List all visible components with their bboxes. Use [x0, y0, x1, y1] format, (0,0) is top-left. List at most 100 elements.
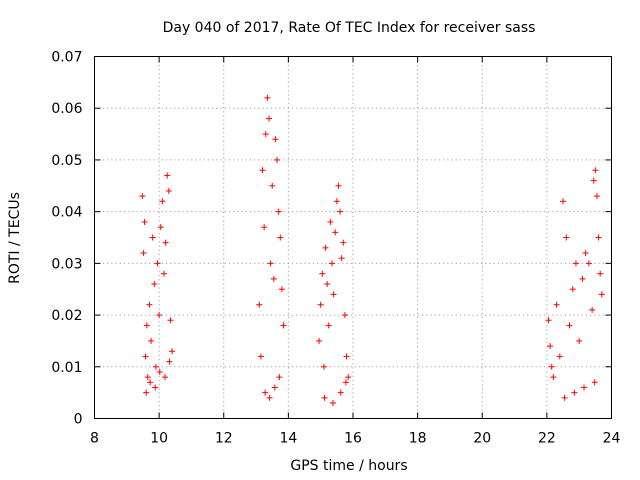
y-tick-label: 0.05	[51, 153, 82, 169]
x-tick-label: 16	[344, 431, 362, 447]
data-point	[571, 389, 578, 396]
data-point	[333, 198, 340, 205]
data-point	[553, 301, 560, 308]
data-point	[595, 234, 602, 241]
data-point	[550, 374, 557, 381]
data-point	[598, 291, 605, 298]
y-tick-label: 0.02	[51, 308, 82, 324]
y-tick-label: 0.04	[51, 205, 82, 221]
data-point	[166, 358, 173, 365]
data-point	[152, 363, 159, 370]
data-point	[345, 374, 352, 381]
data-point	[262, 389, 269, 396]
x-tick-label: 14	[279, 431, 297, 447]
data-point	[275, 208, 282, 215]
x-tick-label: 20	[473, 431, 491, 447]
data-point	[328, 260, 335, 267]
data-point	[157, 224, 164, 231]
y-tick-label: 0.01	[51, 360, 82, 376]
data-point	[271, 384, 278, 391]
data-point	[149, 234, 156, 241]
data-point	[269, 182, 276, 189]
data-point	[152, 384, 159, 391]
data-point	[576, 337, 583, 344]
x-tick-label: 24	[603, 431, 621, 447]
x-tick-label: 22	[538, 431, 556, 447]
grid-lines	[94, 56, 612, 419]
data-point	[569, 286, 576, 293]
data-point	[160, 270, 167, 277]
data-point	[265, 115, 272, 122]
data-point	[332, 229, 339, 236]
data-point	[143, 389, 150, 396]
data-point	[270, 275, 277, 282]
data-point	[151, 281, 158, 288]
data-point	[141, 218, 148, 225]
y-axis-label: ROTI / TECUs	[7, 192, 23, 284]
data-point	[165, 187, 172, 194]
data-point	[572, 260, 579, 267]
data-point	[340, 239, 347, 246]
data-point	[262, 131, 269, 138]
data-point	[140, 250, 147, 257]
data-point	[566, 322, 573, 329]
data-point	[142, 353, 149, 360]
data-point	[276, 374, 283, 381]
data-point	[267, 260, 274, 267]
data-point	[147, 379, 154, 386]
data-point	[589, 306, 596, 313]
y-tick-label: 0.06	[51, 101, 82, 117]
data-point	[264, 94, 271, 101]
data-point	[278, 286, 285, 293]
data-point	[585, 260, 592, 267]
data-point	[581, 384, 588, 391]
data-point	[593, 193, 600, 200]
data-point	[327, 218, 334, 225]
data-point	[169, 348, 176, 355]
data-point	[148, 337, 155, 344]
data-point	[582, 250, 589, 257]
data-point	[144, 374, 151, 381]
x-axis-label: GPS time / hours	[290, 458, 407, 474]
data-point	[161, 374, 168, 381]
data-point	[159, 198, 166, 205]
data-point	[545, 317, 552, 324]
data-point	[592, 167, 599, 174]
data-point	[337, 389, 344, 396]
data-point	[272, 136, 279, 143]
data-point	[579, 275, 586, 282]
data-point	[277, 234, 284, 241]
x-tick-label: 12	[215, 431, 233, 447]
data-point	[162, 239, 169, 246]
data-point	[321, 394, 328, 401]
data-point	[164, 172, 171, 179]
data-points	[139, 94, 605, 406]
data-point	[256, 301, 263, 308]
data-point	[329, 399, 336, 406]
data-point	[257, 353, 264, 360]
data-point	[338, 255, 345, 262]
data-point	[590, 177, 597, 184]
y-tick-label: 0	[74, 412, 83, 428]
x-tick-label: 18	[409, 431, 427, 447]
y-tick-label: 0.07	[51, 50, 82, 66]
data-point	[139, 193, 146, 200]
data-point	[342, 379, 349, 386]
x-tick-label: 8	[90, 431, 99, 447]
chart-title: Day 040 of 2017, Rate Of TEC Index for r…	[163, 20, 536, 36]
data-point	[330, 291, 337, 298]
data-point	[154, 260, 161, 267]
data-point	[156, 368, 163, 375]
data-point	[547, 343, 554, 350]
data-point	[280, 322, 287, 329]
data-point	[563, 234, 570, 241]
y-tick-labels: 0 0.01 0.02 0.03 0.04 0.05 0.06 0.07	[51, 50, 82, 428]
data-point	[556, 353, 563, 360]
data-point	[560, 198, 567, 205]
data-point	[320, 363, 327, 370]
data-point	[316, 337, 323, 344]
data-point	[335, 182, 342, 189]
data-point	[597, 270, 604, 277]
data-point	[167, 317, 174, 324]
